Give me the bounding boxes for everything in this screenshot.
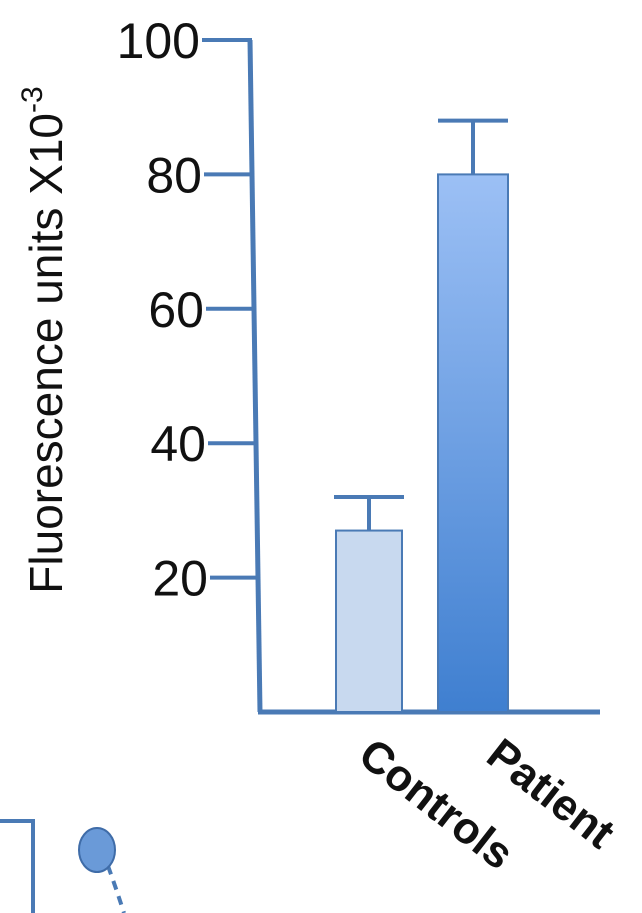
bars bbox=[334, 118, 509, 713]
panel-border-fragment bbox=[0, 819, 35, 913]
y-tick-label: 100 bbox=[117, 13, 200, 69]
y-axis-line bbox=[247, 39, 263, 713]
bar-controls bbox=[335, 529, 403, 713]
y-tick-label: 20 bbox=[152, 551, 208, 607]
y-axis-label-main: Fluorescence units X10 bbox=[20, 113, 72, 594]
y-tick-label: 80 bbox=[146, 147, 202, 203]
y-tick-label: 40 bbox=[150, 416, 206, 472]
dashed-connector bbox=[106, 865, 126, 913]
bar-patient bbox=[437, 173, 509, 713]
probe-bulb-icon bbox=[78, 827, 116, 873]
y-axis-ticks: 20 40 60 80 100 bbox=[117, 13, 260, 607]
y-axis-label: Fluorescence units X10-3 bbox=[16, 86, 72, 593]
y-axis-label-exponent: -3 bbox=[16, 86, 49, 113]
y-tick-label: 60 bbox=[148, 282, 204, 338]
